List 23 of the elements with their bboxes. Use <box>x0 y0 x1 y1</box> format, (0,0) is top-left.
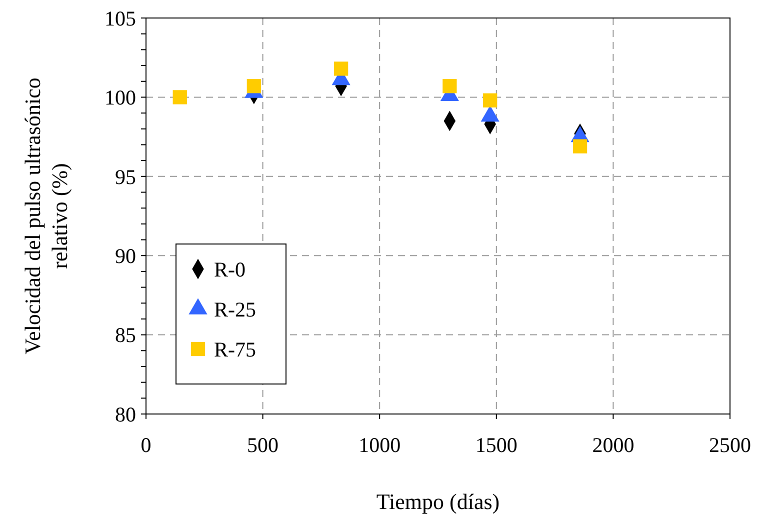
y-tick-label: 90 <box>115 244 136 268</box>
y-tick-label: 80 <box>115 402 136 426</box>
x-axis-title: Tiempo (días) <box>376 489 500 514</box>
point <box>572 139 588 154</box>
x-tick-label: 0 <box>140 433 152 457</box>
x-tick-label: 1500 <box>475 433 518 457</box>
point <box>442 79 457 94</box>
x-tick-label: 2500 <box>709 433 751 457</box>
x-tick-label: 500 <box>247 433 279 457</box>
y-tick-label: 95 <box>115 164 136 189</box>
y-tick-label: 105 <box>104 6 136 30</box>
y-tick-label: 85 <box>115 323 136 348</box>
legend-label: R-25 <box>214 297 256 322</box>
x-tick-label: 1000 <box>358 433 401 457</box>
y-axis-title: Velocidad del pulso ultrasónico relativo (%) <box>20 78 72 354</box>
point <box>246 79 261 94</box>
point <box>334 62 348 76</box>
legend-label: R-0 <box>214 257 246 282</box>
point <box>172 90 187 104</box>
x-tick-label: 2000 <box>592 433 634 457</box>
legend-label: R-75 <box>214 337 256 362</box>
point <box>483 93 498 108</box>
y-tick-label: 100 <box>104 86 136 110</box>
